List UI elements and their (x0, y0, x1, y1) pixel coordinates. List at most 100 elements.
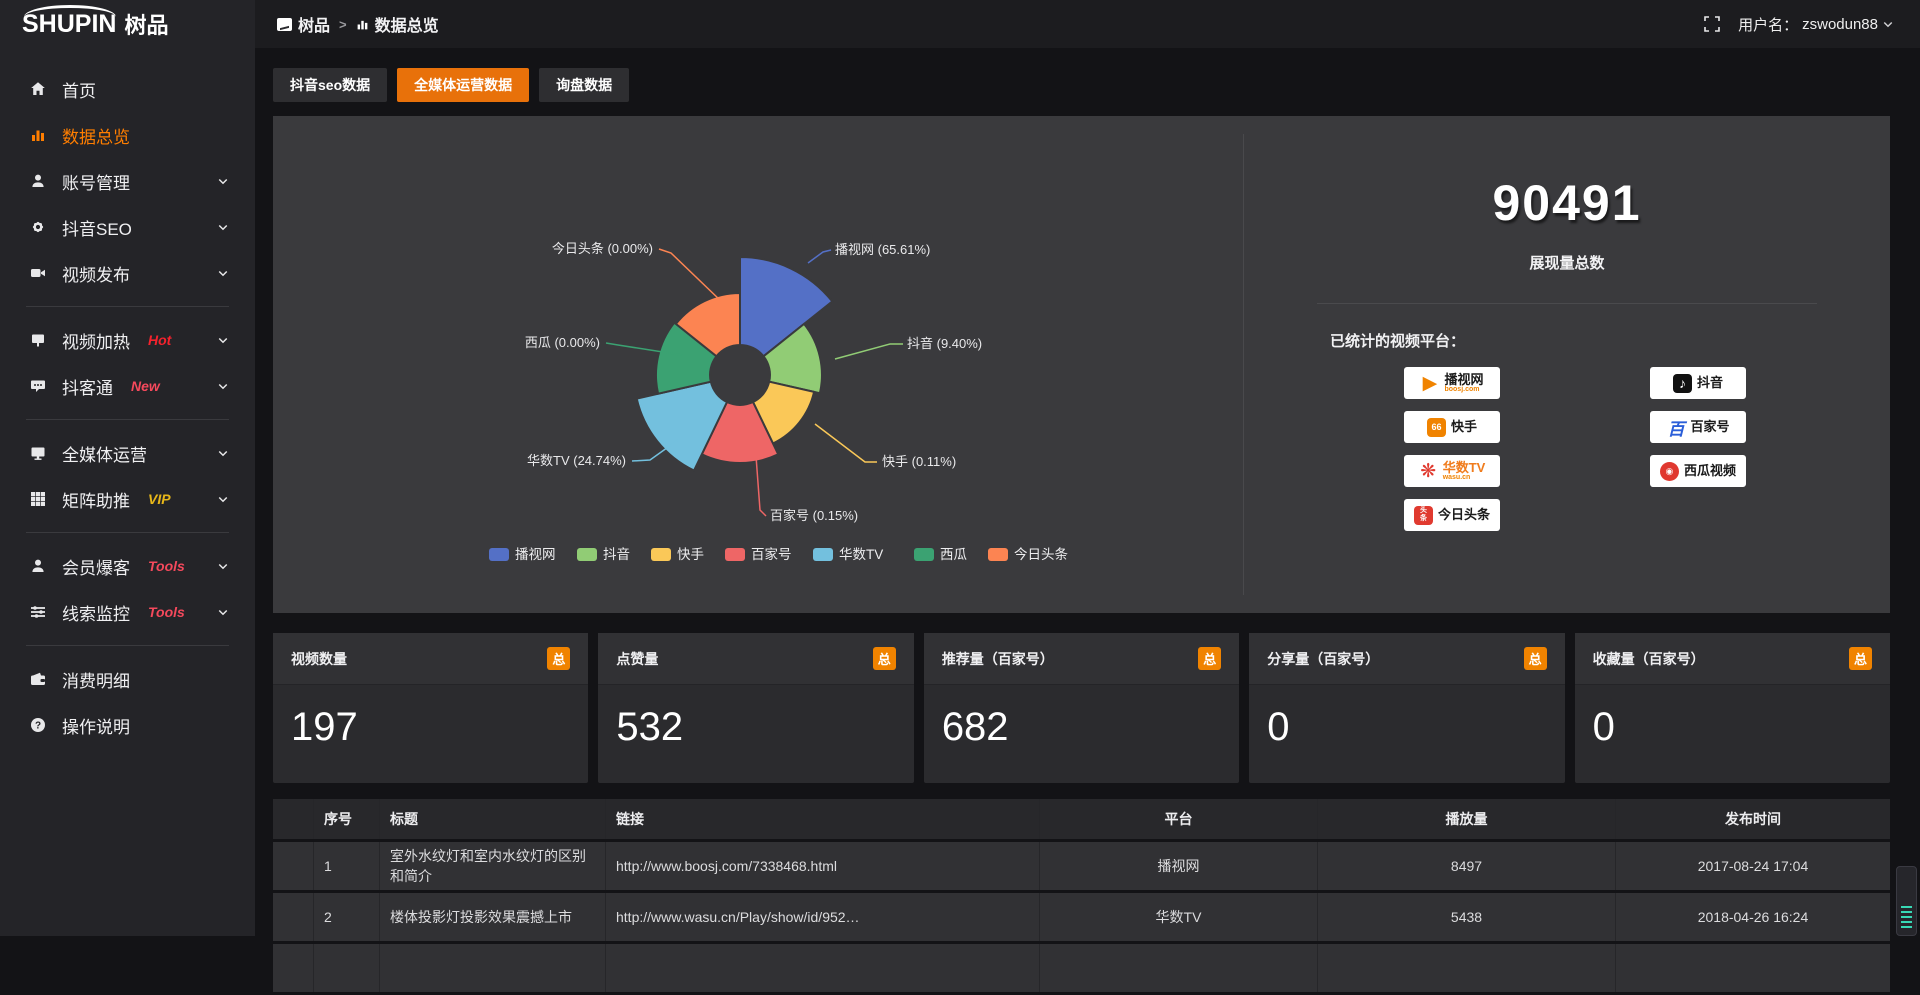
cell-plays: 8497 (1317, 842, 1615, 890)
sidebar-item-抖音SEO[interactable]: 抖音SEO (0, 204, 255, 250)
platform-name: 西瓜视频 (1684, 464, 1736, 478)
row-checkbox-cell (273, 893, 313, 941)
legend-swatch-快手[interactable] (651, 548, 671, 561)
stat-card-value: 0 (1249, 685, 1564, 750)
platform-badge-西瓜视频[interactable]: ◉ 西瓜视频 (1650, 455, 1746, 487)
platform-subtitle: boosj.com (1444, 386, 1479, 393)
cell-link[interactable]: http://www.wasu.cn/Play/show/id/952… (605, 893, 1039, 941)
sidebar-item-label: 账号管理 (62, 169, 130, 194)
chevron-down-icon (217, 267, 229, 279)
legend-label-快手[interactable]: 快手 (677, 547, 704, 562)
sidebar-item-badge: Tools (148, 558, 185, 574)
sidebar-item-数据总览[interactable]: 数据总览 (0, 112, 255, 158)
main-content: 抖音seo数据全媒体运营数据询盘数据 播视网 (65.61%)抖音 (9.40%… (255, 48, 1920, 936)
breadcrumb-home[interactable]: 树品 (277, 12, 330, 36)
platform-share-rose-chart[interactable]: 播视网 (65.61%)抖音 (9.40%)快手 (0.11%)百家号 (0.1… (273, 116, 1243, 613)
total-badge[interactable]: 总 (1849, 647, 1872, 670)
legend-label-抖音[interactable]: 抖音 (603, 546, 630, 562)
fullscreen-icon[interactable] (1704, 16, 1720, 32)
cell-time (1615, 944, 1890, 992)
platform-badge-今日头条[interactable]: 头条今日头条 (1404, 499, 1500, 531)
platform-badge-百家号[interactable]: 百百家号 (1650, 411, 1746, 443)
topbar: SHUPIN 树品 树品 > 数据总览 用户名：zswodun88 (0, 0, 1920, 48)
legend-label-今日头条[interactable]: 今日头条 (1014, 546, 1068, 562)
legend-label-百家号[interactable]: 百家号 (751, 546, 792, 562)
floating-widget[interactable] (1896, 866, 1917, 936)
cell-link[interactable] (605, 944, 1039, 992)
column-header-播放量: 播放量 (1317, 799, 1615, 839)
row-checkbox-cell (273, 944, 313, 992)
label-line-百家号 (756, 456, 766, 516)
sidebar-item-label: 数据总览 (62, 123, 130, 148)
sidebar-item-视频发布[interactable]: 视频发布 (0, 250, 255, 296)
monitor-icon (30, 445, 46, 461)
user-icon (30, 558, 46, 574)
breadcrumb-current[interactable]: 数据总览 (356, 12, 439, 36)
tab-抖音seo数据[interactable]: 抖音seo数据 (273, 68, 387, 102)
legend-swatch-今日头条[interactable] (988, 548, 1008, 561)
cell-title[interactable]: 楼体投影灯投影效果震撼上市 (379, 893, 605, 941)
sidebar-item-label: 操作说明 (62, 713, 130, 738)
sidebar-item-账号管理[interactable]: 账号管理 (0, 158, 255, 204)
video-icon (30, 265, 46, 281)
app-logo[interactable]: SHUPIN 树品 (22, 12, 168, 37)
sidebar-divider (26, 306, 229, 307)
sidebar-item-label: 视频发布 (62, 261, 130, 286)
sidebar-item-全媒体运营[interactable]: 全媒体运营 (0, 430, 255, 476)
tab-全媒体运营数据[interactable]: 全媒体运营数据 (397, 68, 529, 102)
stat-card-value: 0 (1575, 685, 1890, 750)
total-badge[interactable]: 总 (547, 647, 570, 670)
stat-card-title: 收藏量（百家号） (1593, 649, 1705, 669)
cell-title[interactable]: 室外水纹灯和室内水纹灯的区别和简介 (379, 842, 605, 890)
sidebar-item-消费明细[interactable]: 消费明细 (0, 656, 255, 702)
sidebar-item-label: 全媒体运营 (62, 441, 147, 466)
sidebar-item-首页[interactable]: 首页 (0, 66, 255, 112)
doc-icon (277, 18, 292, 31)
sliders-icon (30, 604, 46, 620)
pie-label-抖音: 抖音 (9.40%) (907, 336, 982, 351)
xigua-logo-icon: ◉ (1660, 462, 1679, 481)
cell-title[interactable] (379, 944, 605, 992)
data-tabs: 抖音seo数据全媒体运营数据询盘数据 (273, 68, 1890, 102)
legend-swatch-抖音[interactable] (577, 548, 597, 561)
legend-label-西瓜[interactable]: 西瓜 (940, 547, 968, 562)
cell-platform (1039, 944, 1317, 992)
legend-swatch-播视网[interactable] (489, 548, 509, 561)
legend-swatch-百家号[interactable] (725, 548, 745, 561)
sidebar-item-label: 抖音SEO (62, 215, 132, 240)
logo-text-cn: 树品 (124, 15, 168, 37)
sidebar-divider (26, 645, 229, 646)
overview-panel: 播视网 (65.61%)抖音 (9.40%)快手 (0.11%)百家号 (0.1… (273, 116, 1890, 613)
total-badge[interactable]: 总 (1198, 647, 1221, 670)
select-all-checkbox-cell (273, 799, 313, 839)
stat-card-title: 点赞量 (616, 649, 658, 669)
tab-询盘数据[interactable]: 询盘数据 (539, 68, 629, 102)
legend-label-华数TV[interactable]: 华数TV (839, 547, 883, 562)
user-menu[interactable]: 用户名：zswodun88 (1738, 14, 1894, 35)
legend-label-播视网[interactable]: 播视网 (515, 547, 556, 562)
platform-badge-抖音[interactable]: ♪抖音 (1650, 367, 1746, 399)
legend-swatch-西瓜[interactable] (914, 548, 934, 561)
legend-swatch-华数TV[interactable] (813, 548, 833, 561)
total-badge[interactable]: 总 (873, 647, 896, 670)
breadcrumb-home-label: 树品 (298, 12, 330, 36)
cell-platform: 华数TV (1039, 893, 1317, 941)
summary-divider (1317, 303, 1817, 304)
sidebar-item-操作说明[interactable]: ?操作说明 (0, 702, 255, 748)
total-badge[interactable]: 总 (1524, 647, 1547, 670)
toutiao-logo-icon: 头条 (1414, 506, 1433, 525)
sidebar-divider (26, 532, 229, 533)
cell-link[interactable]: http://www.boosj.com/7338468.html (605, 842, 1039, 890)
